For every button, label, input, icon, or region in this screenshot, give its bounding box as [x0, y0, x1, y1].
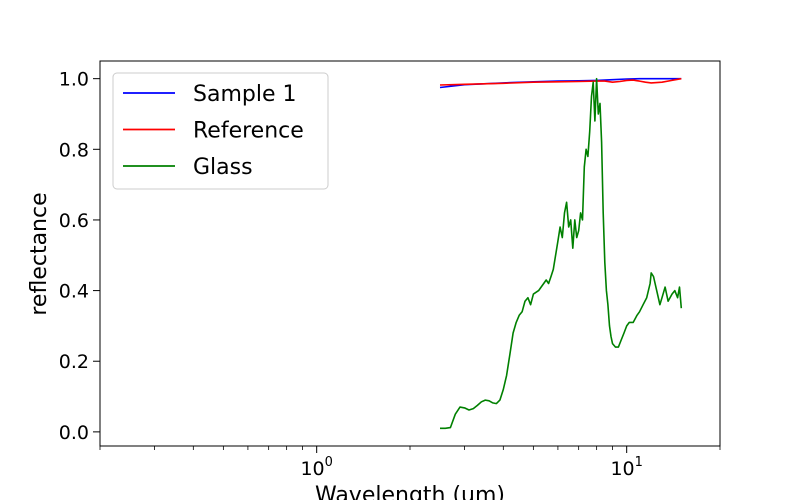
x-axis: 100 101 [99, 446, 721, 480]
y-tick-label-4: 0.8 [59, 139, 89, 161]
x-tick-label-1: 101 [610, 455, 642, 480]
y-tick-label-2: 0.4 [59, 281, 89, 303]
y-tick-label-5: 1.0 [59, 69, 89, 91]
series-line-0 [439, 77, 682, 89]
series-layer [439, 77, 683, 430]
legend-box [112, 72, 329, 190]
y-tick-label-3: 0.6 [59, 210, 89, 232]
legend-label-2: Glass [193, 155, 253, 180]
series-line-1 [439, 77, 682, 86]
y-tick-label-0: 0.0 [59, 422, 89, 444]
y-axis: 0.0 0.2 0.4 0.6 0.8 1.0 [59, 69, 100, 444]
legend-label-1: Reference [193, 119, 304, 144]
x-tick-label-0: 100 [300, 455, 332, 480]
x-axis-label: Wavelength (um) [315, 483, 505, 500]
y-tick-label-1: 0.2 [59, 351, 89, 373]
y-axis-label: reflectance [27, 192, 52, 315]
legend: Sample 1 Reference Glass [112, 72, 329, 190]
series-line-2 [440, 77, 683, 430]
legend-label-0: Sample 1 [193, 82, 296, 107]
